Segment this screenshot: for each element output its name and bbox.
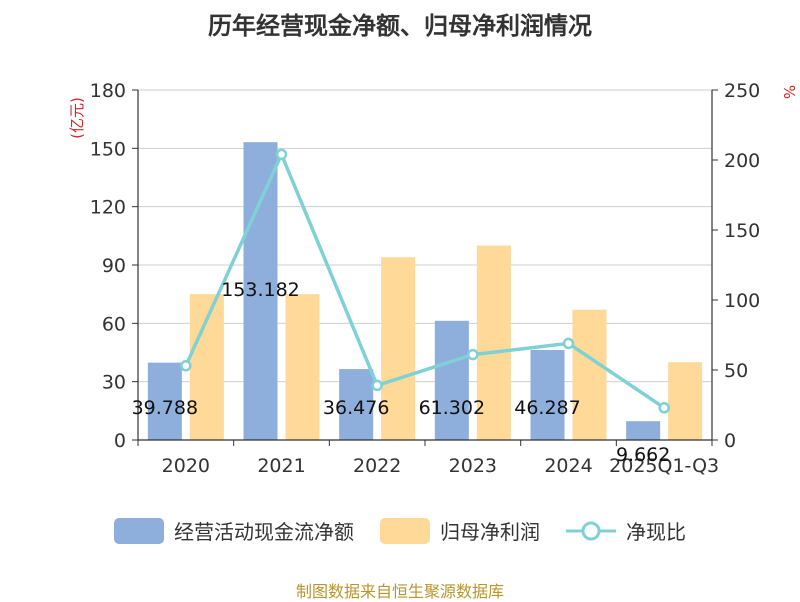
grid-lines: [138, 89, 712, 383]
bars-group: [147, 142, 703, 440]
bar-cashflow: [339, 369, 374, 440]
line-point: [467, 348, 479, 361]
line-point: [275, 148, 288, 161]
legend-label-cashflow: 经营活动现金流净额: [174, 520, 354, 544]
legend-item-netprofit[interactable]: 归母净利润: [380, 516, 540, 545]
line-point: [180, 360, 192, 372]
line-series: [180, 148, 670, 414]
legend: 经营活动现金流净额 归母净利润 净现比: [0, 516, 800, 545]
bar-cashflow: [147, 362, 182, 440]
x-tick-label: 2024: [544, 455, 592, 477]
data-label: 39.788: [132, 397, 198, 419]
y-left-unit-label: (亿元): [68, 97, 86, 139]
bar-cashflow: [626, 421, 661, 440]
bar-cashflow: [530, 349, 565, 440]
axes: 0 30 60 90 120 150 180 0 50 100 150 200 250 2020 2021 2…: [90, 80, 761, 477]
y-left-tick-label: 150: [90, 138, 126, 160]
bar-netprofit: [476, 245, 511, 440]
y-left-tick-label: 0: [114, 430, 126, 452]
y-left-tick-label: 120: [90, 197, 126, 219]
data-label: 36.476: [323, 397, 389, 419]
y-left-tick-label: 30: [102, 372, 126, 394]
data-label: 46.287: [514, 397, 580, 419]
x-tick-label: 2022: [353, 455, 401, 477]
x-tick-label: 2021: [257, 455, 305, 477]
y-right-tick-label: 50: [724, 360, 748, 382]
data-label: 61.302: [419, 397, 485, 419]
legend-swatch-netprofit: [380, 517, 430, 544]
data-label: 153.182: [221, 279, 300, 301]
line-point: [371, 379, 383, 392]
y-right-unit-label: %: [780, 85, 798, 99]
line-point: [658, 402, 670, 414]
x-tick-label: 2025Q1-Q3: [609, 455, 719, 477]
bar-cashflow: [243, 142, 278, 440]
data-label: 9.662: [616, 444, 670, 466]
x-tick-label: 2023: [449, 455, 497, 477]
y-left-tick-label: 180: [90, 80, 126, 102]
legend-item-ratio[interactable]: 净现比: [566, 516, 686, 545]
legend-label-ratio: 净现比: [626, 520, 686, 544]
line-ratio: [184, 152, 666, 410]
bar-cashflow: [434, 320, 469, 440]
data-labels: 39.788 153.182 36.476 61.302 46.287 9.662: [132, 279, 671, 466]
y-right-tick-label: 100: [724, 290, 760, 312]
bar-netprofit: [381, 257, 416, 440]
y-left-tick-label: 90: [102, 255, 126, 277]
bar-netprofit: [572, 309, 607, 440]
legend-item-cashflow[interactable]: 经营活动现金流净额: [114, 516, 354, 545]
source-note: 制图数据来自恒生聚源数据库: [295, 582, 504, 601]
line-point: [562, 337, 575, 350]
legend-swatch-cashflow: [114, 517, 164, 544]
y-right-tick-label: 250: [724, 80, 760, 102]
bar-netprofit: [668, 362, 703, 440]
y-right-tick-label: 200: [724, 150, 760, 172]
y-left-tick-label: 60: [102, 313, 126, 335]
bar-netprofit: [285, 294, 320, 440]
y-right-tick-label: 0: [724, 430, 736, 452]
legend-line-ratio-icon: [566, 521, 616, 540]
legend-label-netprofit: 归母净利润: [440, 520, 540, 544]
x-tick-label: 2020: [162, 455, 210, 477]
chart-title: 历年经营现金净额、归母净利润情况: [208, 12, 592, 40]
y-right-tick-label: 150: [724, 220, 760, 242]
